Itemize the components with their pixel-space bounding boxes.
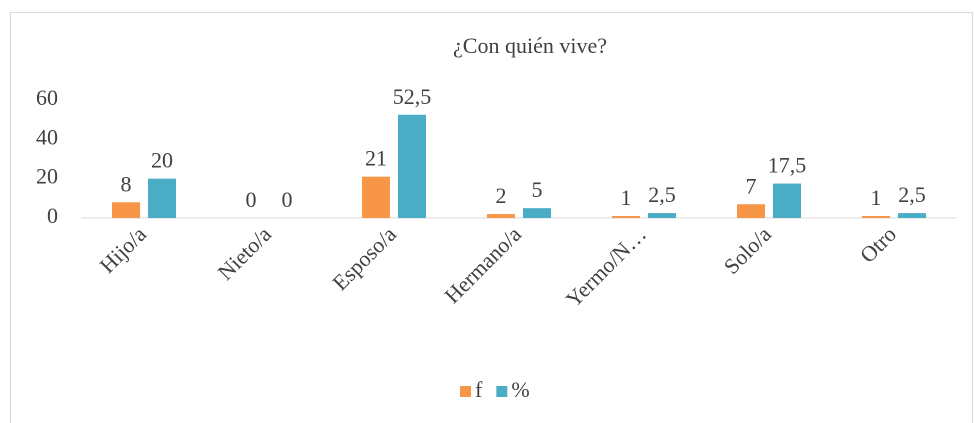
- bar: [487, 214, 515, 218]
- data-label: 7: [746, 173, 757, 198]
- data-label: 1: [871, 185, 882, 210]
- bar: [898, 213, 926, 218]
- data-label: 2,5: [898, 182, 926, 207]
- data-label: 2,5: [648, 182, 676, 207]
- legend-swatch: [496, 386, 508, 397]
- bar: [362, 176, 390, 218]
- bar: [523, 208, 551, 218]
- data-label: 5: [532, 177, 543, 202]
- y-tick-label: 40: [36, 124, 58, 149]
- legend-swatch: [460, 386, 471, 397]
- bar: [148, 178, 176, 218]
- bar: [648, 213, 676, 218]
- legend-label: %: [511, 377, 529, 402]
- bar: [398, 114, 426, 218]
- y-tick-label: 20: [36, 164, 58, 189]
- data-label: 21: [365, 146, 387, 171]
- bar: [862, 216, 890, 218]
- chart-title: ¿Con quién vive?: [453, 33, 607, 58]
- y-tick-label: 60: [36, 85, 58, 110]
- y-tick-label: 0: [47, 203, 58, 228]
- data-label: 1: [621, 185, 632, 210]
- data-label: 52,5: [393, 84, 432, 109]
- data-label: 8: [121, 171, 132, 196]
- data-label: 2: [496, 183, 507, 208]
- data-label: 0: [246, 187, 257, 212]
- bar: [737, 204, 765, 218]
- legend-label: f: [475, 377, 483, 402]
- data-label: 0: [282, 187, 293, 212]
- bar: [773, 183, 801, 218]
- data-label: 20: [151, 148, 173, 173]
- bar: [112, 202, 140, 218]
- bar: [612, 216, 640, 218]
- data-label: 17,5: [768, 153, 807, 178]
